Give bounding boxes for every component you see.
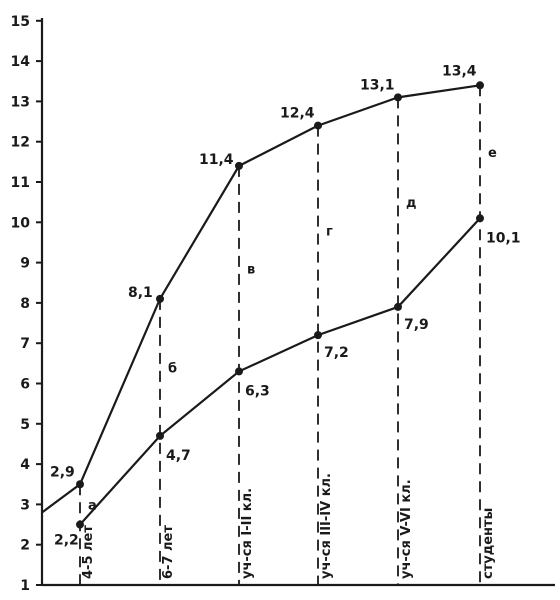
series-2-data-label: 7,2 [324, 345, 349, 361]
category-guides [79, 85, 481, 585]
y-tick-label: 3 [20, 497, 30, 513]
series-2-data-label: 10,1 [486, 230, 521, 246]
y-tick-label: 13 [11, 94, 30, 110]
series-1-point [394, 93, 402, 102]
category-label: уч-ся III-IV кл. [319, 473, 334, 579]
series-1-data-label: 12,4 [280, 106, 315, 122]
y-tick-label: 10 [11, 215, 31, 231]
series-2-data-label: 2,2 [54, 533, 79, 549]
segment-label: а [88, 498, 97, 513]
series-2-point [314, 331, 322, 340]
segment-label: д [406, 196, 417, 211]
segment-label: е [488, 146, 497, 161]
series-1-line [41, 84, 481, 514]
series-1-data-label: 13,4 [442, 63, 477, 79]
y-tick-label: 15 [11, 14, 30, 30]
series-1-data-label: 13,1 [360, 77, 395, 93]
series-2-point [394, 302, 402, 311]
segment-label: г [326, 224, 333, 239]
y-tick-label: 4 [20, 457, 30, 473]
y-tick-label: 12 [11, 135, 30, 151]
series-2-point [476, 214, 484, 223]
y-tick-label: 7 [20, 336, 30, 352]
series-2-line [79, 217, 481, 526]
series-2-point [156, 431, 164, 440]
series-1-point [314, 121, 322, 130]
axes [40, 18, 555, 587]
category-label: 6-7 лет [161, 525, 176, 579]
series-1-point [235, 161, 243, 170]
y-tick-label: 14 [11, 54, 31, 70]
segment-labels: а б в г д е [88, 146, 497, 514]
series-1-data-label: 11,4 [199, 152, 234, 168]
y-tick-label: 6 [20, 377, 30, 393]
series-1-point [156, 294, 164, 303]
series-lines [41, 84, 481, 526]
series-2-point [76, 520, 84, 529]
segment-label: в [247, 263, 255, 278]
data-labels: 2,9 8,1 11,4 12,4 13,1 13,4 2,2 4,7 6,3 7,2 7,9 10,… [50, 63, 521, 548]
series-1-data-label: 2,9 [50, 464, 75, 480]
series-2-data-label: 6,3 [245, 383, 270, 399]
series-2-data-label: 7,9 [404, 317, 429, 333]
series-1-point [476, 81, 484, 90]
y-tick-label: 1 [20, 578, 30, 594]
y-tick-label: 8 [20, 296, 30, 312]
segment-label: б [168, 361, 177, 376]
y-tick-label: 5 [20, 417, 30, 433]
series-2-data-label: 4,7 [166, 448, 191, 464]
y-tick-label: 11 [11, 175, 30, 191]
y-tick-label: 9 [20, 256, 30, 272]
series-2-point [235, 367, 243, 376]
category-label: 4-5 лет [81, 525, 96, 579]
y-tick-label: 2 [20, 538, 30, 554]
category-label: уч-ся V-VI кл. [399, 479, 414, 579]
series-1-data-label: 8,1 [128, 285, 153, 301]
data-points [76, 81, 484, 529]
series-1-point [76, 480, 84, 489]
category-label: студенты [481, 508, 496, 579]
category-labels: 4-5 лет 6-7 лет уч-ся I-II кл. уч-ся III-IV… [81, 473, 496, 579]
category-label: уч-ся I-II кл. [240, 488, 255, 579]
